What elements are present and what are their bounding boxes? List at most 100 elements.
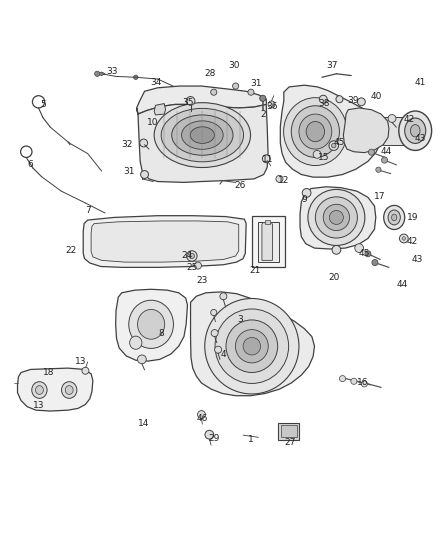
Polygon shape	[191, 292, 314, 395]
Bar	[383, 117, 416, 145]
Circle shape	[332, 143, 336, 148]
Circle shape	[268, 101, 275, 108]
Polygon shape	[154, 103, 166, 115]
Text: 24: 24	[182, 252, 193, 261]
Text: 5: 5	[40, 100, 46, 109]
Ellipse shape	[226, 320, 278, 373]
Ellipse shape	[410, 125, 420, 137]
Text: 36: 36	[267, 102, 278, 111]
Circle shape	[399, 234, 408, 243]
Ellipse shape	[384, 205, 405, 230]
Text: 42: 42	[404, 115, 415, 124]
Text: 37: 37	[326, 61, 338, 69]
Circle shape	[276, 175, 283, 182]
Text: 17: 17	[374, 192, 386, 201]
Ellipse shape	[306, 122, 325, 142]
Polygon shape	[300, 187, 376, 249]
Circle shape	[332, 246, 341, 254]
Circle shape	[361, 381, 367, 387]
Polygon shape	[116, 289, 187, 361]
Bar	[278, 423, 299, 440]
Circle shape	[381, 157, 388, 163]
Text: 6: 6	[27, 160, 33, 169]
Text: 38: 38	[318, 99, 330, 108]
Circle shape	[134, 75, 138, 79]
Text: 45: 45	[334, 138, 345, 147]
Text: 44: 44	[381, 147, 392, 156]
Circle shape	[211, 329, 218, 336]
Text: 33: 33	[106, 67, 117, 76]
Ellipse shape	[35, 386, 43, 394]
Circle shape	[313, 150, 321, 158]
Text: 42: 42	[407, 238, 418, 246]
Text: 14: 14	[138, 419, 149, 428]
Circle shape	[262, 155, 270, 163]
Text: 10: 10	[147, 118, 158, 127]
Text: 11: 11	[262, 155, 274, 164]
Ellipse shape	[405, 118, 426, 143]
Ellipse shape	[161, 108, 244, 162]
Ellipse shape	[172, 115, 233, 155]
Text: 13: 13	[33, 401, 44, 410]
Circle shape	[186, 96, 195, 106]
Ellipse shape	[215, 309, 289, 383]
Text: 43: 43	[411, 255, 423, 264]
Polygon shape	[262, 223, 272, 260]
Circle shape	[215, 346, 222, 353]
Polygon shape	[83, 216, 246, 268]
Bar	[281, 425, 297, 437]
Text: 25: 25	[186, 263, 198, 272]
Ellipse shape	[129, 300, 173, 349]
Text: 34: 34	[150, 78, 161, 87]
Ellipse shape	[308, 189, 365, 246]
Circle shape	[319, 95, 327, 103]
Bar	[252, 216, 285, 266]
Ellipse shape	[182, 121, 223, 149]
Ellipse shape	[130, 336, 142, 349]
Circle shape	[329, 141, 339, 150]
Circle shape	[189, 253, 194, 259]
Text: 45: 45	[359, 249, 370, 258]
Circle shape	[194, 262, 201, 269]
Circle shape	[402, 237, 406, 240]
Text: 12: 12	[278, 176, 290, 185]
Text: 44: 44	[396, 279, 408, 288]
Circle shape	[260, 95, 266, 101]
Circle shape	[32, 96, 45, 108]
Ellipse shape	[284, 98, 347, 166]
Ellipse shape	[154, 103, 251, 167]
Text: 40: 40	[370, 92, 381, 101]
Circle shape	[198, 410, 205, 418]
Text: 8: 8	[158, 328, 164, 337]
Polygon shape	[280, 85, 381, 177]
Ellipse shape	[291, 106, 339, 157]
Circle shape	[355, 244, 364, 253]
Text: 43: 43	[415, 134, 426, 143]
Text: 7: 7	[85, 206, 91, 215]
Text: 39: 39	[347, 96, 358, 106]
Ellipse shape	[138, 310, 165, 339]
Text: 32: 32	[121, 140, 133, 149]
Text: 21: 21	[249, 265, 261, 274]
Bar	[265, 220, 270, 223]
Circle shape	[211, 89, 217, 95]
Text: 9: 9	[301, 195, 307, 204]
Text: 30: 30	[229, 61, 240, 69]
Circle shape	[82, 367, 89, 374]
Circle shape	[336, 96, 343, 103]
Text: 46: 46	[197, 415, 208, 423]
Circle shape	[220, 293, 227, 300]
Circle shape	[372, 260, 378, 265]
Ellipse shape	[205, 298, 299, 394]
Circle shape	[302, 189, 311, 197]
Ellipse shape	[399, 111, 431, 150]
Text: 29: 29	[208, 434, 219, 443]
Polygon shape	[91, 221, 239, 262]
Ellipse shape	[235, 329, 268, 363]
Text: 18: 18	[43, 368, 55, 377]
Polygon shape	[137, 104, 268, 182]
Circle shape	[95, 71, 100, 76]
Circle shape	[205, 430, 214, 439]
Polygon shape	[137, 86, 266, 114]
Ellipse shape	[392, 214, 397, 221]
